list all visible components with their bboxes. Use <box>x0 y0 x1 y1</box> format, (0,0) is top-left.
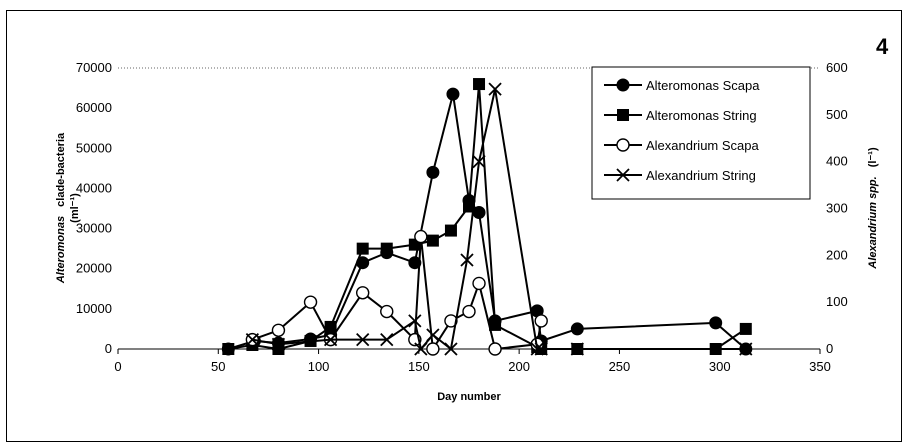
data-point <box>472 276 486 291</box>
y-left-tick-label: 30000 <box>76 221 112 236</box>
data-point <box>472 155 486 169</box>
series-alexandrium-string <box>245 82 753 356</box>
legend-label: Alteromonas String <box>646 108 757 123</box>
y-right-tick-label: 0 <box>826 341 833 356</box>
data-point <box>488 342 502 356</box>
data-point <box>488 82 502 96</box>
legend-marker <box>616 138 630 152</box>
legend-label: Alexandrium Scapa <box>646 138 759 153</box>
legend-marker <box>617 109 629 121</box>
data-point <box>356 242 369 255</box>
legend-item: Alteromonas String <box>604 108 757 123</box>
data-point <box>271 323 286 337</box>
data-point <box>570 322 584 336</box>
x-tick-label: 300 <box>709 359 731 374</box>
data-point <box>444 224 457 237</box>
legend-box <box>591 66 811 200</box>
svg-text:Alteromonas clade-bacter: Alteromonas clade-bacteria <box>55 132 67 284</box>
y-left-title-rest: clade-bacteria <box>55 132 67 207</box>
data-point <box>426 165 440 179</box>
data-point <box>380 242 393 255</box>
y-left-axis-title: Alteromonas clade-bacteria (ml⁻¹) <box>55 132 81 284</box>
legend-item: Alexandrium String <box>604 168 756 183</box>
series-line <box>252 88 746 350</box>
data-point <box>570 342 584 356</box>
data-point <box>356 332 370 347</box>
svg-text:Alexandrium spp. (l⁻¹): Alexandrium spp. (l⁻¹) <box>867 147 879 270</box>
x-tick-label: 200 <box>508 359 530 374</box>
x-tick-label: 250 <box>609 359 631 374</box>
y-right-axis-title: Alexandrium spp. (l⁻¹) <box>867 147 879 270</box>
data-point <box>355 286 370 300</box>
x-tick-label: 0 <box>114 359 121 374</box>
panel-label: 4 <box>876 34 889 59</box>
data-point <box>414 229 428 244</box>
legend-marker <box>616 168 630 182</box>
data-point <box>426 234 439 247</box>
data-point <box>408 314 422 328</box>
data-point <box>530 342 544 356</box>
legend-label: Alteromonas Scapa <box>646 78 760 93</box>
y-right-title-italic: Alexandrium spp. <box>867 176 879 269</box>
y-right-tick-label: 400 <box>826 154 848 169</box>
data-point <box>739 322 752 335</box>
data-point <box>245 332 260 347</box>
data-point <box>408 256 422 270</box>
data-point <box>380 304 394 319</box>
data-point <box>444 342 458 356</box>
data-point <box>534 314 548 328</box>
series-alexandrium-scapa <box>245 229 548 356</box>
data-point <box>303 295 318 309</box>
y-left-tick-label: 20000 <box>76 261 112 276</box>
y-left-tick-label: 70000 <box>76 60 112 75</box>
data-point <box>222 343 235 355</box>
y-left-title-italic: Alteromonas <box>55 216 67 284</box>
y-right-title-unit: (l⁻¹) <box>867 147 879 167</box>
data-point <box>323 332 338 347</box>
data-point <box>380 332 394 347</box>
data-point <box>489 318 502 331</box>
legend-item: Alteromonas Scapa <box>604 78 760 93</box>
y-left-tick-label: 60000 <box>76 100 112 115</box>
data-point <box>272 343 285 355</box>
x-tick-label: 150 <box>408 359 430 374</box>
series-layer <box>221 78 753 356</box>
data-point <box>426 342 440 356</box>
legend-item: Alexandrium Scapa <box>604 138 759 153</box>
y-left-tick-label: 10000 <box>76 301 112 316</box>
data-point <box>324 320 337 333</box>
y-right-tick-label: 300 <box>826 201 848 216</box>
y-right-tick-label: 200 <box>826 247 848 262</box>
axes: 0 50 100 150 200 250 300 350 0 10000 20000 30000 400… <box>76 60 848 374</box>
data-point <box>460 253 474 267</box>
data-point <box>739 342 753 356</box>
x-tick-label: 350 <box>809 359 831 374</box>
data-point <box>271 337 286 351</box>
y-left-tick-label: 40000 <box>76 180 112 195</box>
legend-label: Alexandrium String <box>646 168 756 183</box>
x-tick-label: 100 <box>308 359 330 374</box>
y-left-title-unit: (ml⁻¹) <box>69 193 81 223</box>
data-point <box>473 78 486 91</box>
y-left-tick-label: 50000 <box>76 140 112 155</box>
data-point <box>709 316 723 330</box>
data-point <box>446 87 460 101</box>
y-right-tick-label: 500 <box>826 107 848 122</box>
x-axis-title: Day number <box>437 391 501 403</box>
data-point <box>463 200 475 213</box>
data-point <box>534 342 548 356</box>
legend-marker <box>616 78 630 92</box>
x-tick-label: 50 <box>211 359 225 374</box>
y-left-tick-label: 0 <box>105 341 112 356</box>
data-point <box>414 342 428 356</box>
legend: Alteromonas Scapa Alteromonas String Alexa… <box>591 66 811 200</box>
y-right-tick-label: 100 <box>826 294 848 309</box>
data-point <box>462 304 476 319</box>
data-point <box>426 328 440 342</box>
y-right-tick-label: 600 <box>826 60 848 75</box>
